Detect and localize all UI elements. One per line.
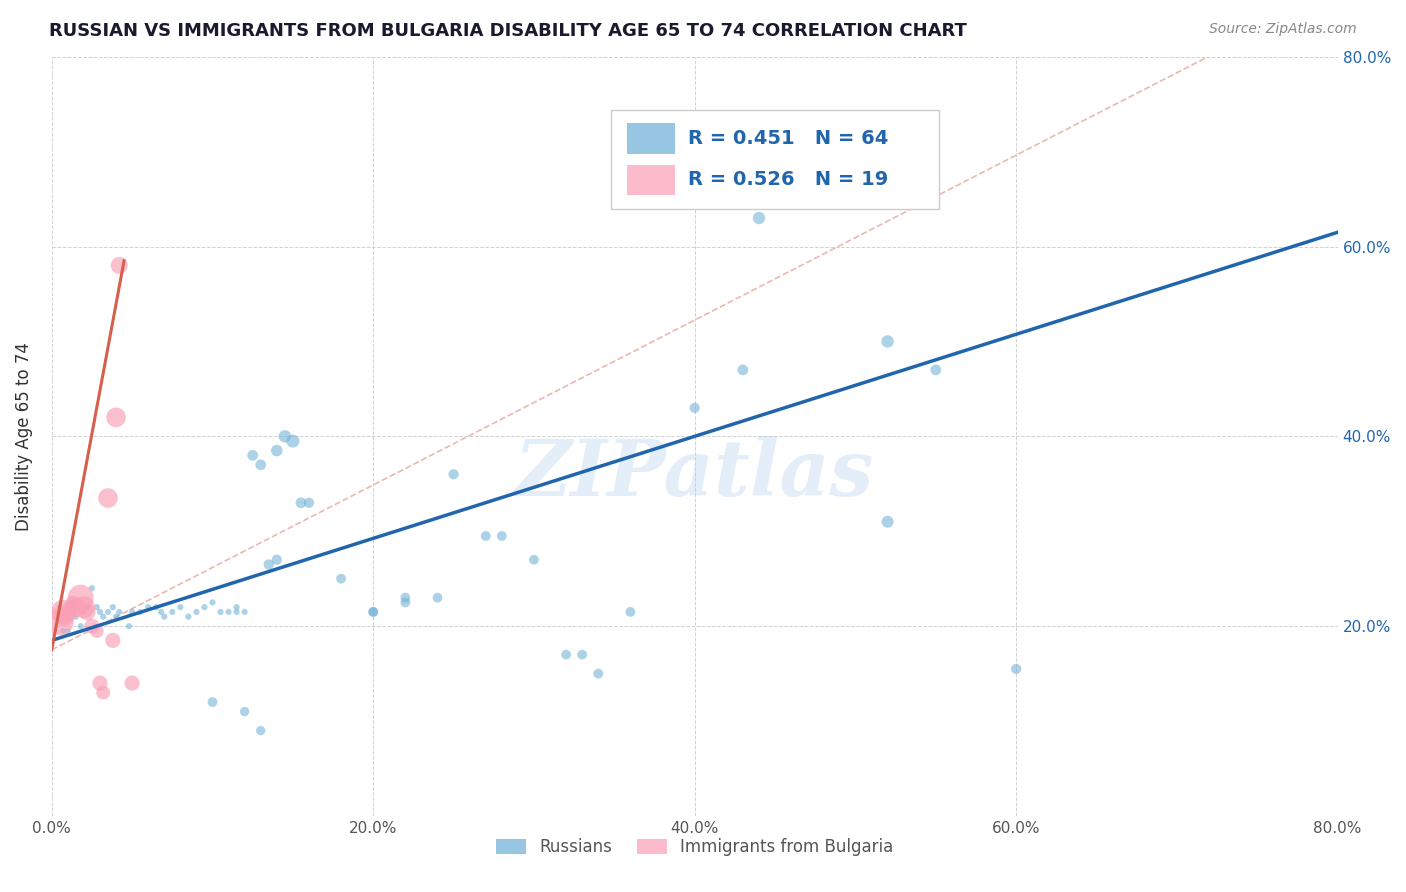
Point — [53, 609, 76, 624]
Point — [748, 211, 770, 225]
Point — [249, 723, 271, 738]
Point — [394, 595, 416, 609]
Point — [121, 605, 143, 619]
Point — [49, 615, 72, 629]
Point — [101, 633, 124, 648]
Point — [193, 600, 215, 615]
Point — [298, 496, 321, 510]
FancyBboxPatch shape — [627, 123, 675, 154]
Point — [97, 605, 120, 619]
Point — [105, 609, 128, 624]
Point — [56, 624, 79, 638]
Point — [153, 609, 176, 624]
Point — [76, 600, 98, 615]
Point — [619, 605, 641, 619]
Point — [731, 363, 754, 377]
Point — [91, 685, 114, 699]
Point — [474, 529, 496, 543]
Point — [266, 443, 288, 458]
Point — [443, 467, 465, 482]
Point — [233, 605, 256, 619]
Point — [330, 572, 353, 586]
Point — [105, 410, 128, 425]
Point — [274, 429, 297, 443]
Point — [97, 491, 120, 505]
Point — [69, 591, 91, 605]
Text: R = 0.451   N = 64: R = 0.451 N = 64 — [689, 129, 889, 148]
Point — [129, 605, 152, 619]
Point — [65, 609, 87, 624]
Legend: Russians, Immigrants from Bulgaria: Russians, Immigrants from Bulgaria — [488, 830, 901, 864]
Point — [257, 558, 280, 572]
Point — [266, 552, 288, 566]
Point — [60, 600, 83, 615]
Point — [233, 705, 256, 719]
Point — [186, 605, 208, 619]
Point — [80, 619, 103, 633]
Point — [426, 591, 449, 605]
Point — [89, 605, 111, 619]
Point — [361, 605, 384, 619]
Point — [145, 600, 167, 615]
Point — [201, 695, 224, 709]
Text: Source: ZipAtlas.com: Source: ZipAtlas.com — [1209, 22, 1357, 37]
Point — [242, 448, 264, 462]
Point — [69, 619, 91, 633]
Point — [201, 595, 224, 609]
Point — [225, 605, 247, 619]
Y-axis label: Disability Age 65 to 74: Disability Age 65 to 74 — [15, 342, 32, 531]
Point — [361, 605, 384, 619]
Point — [62, 595, 84, 609]
Point — [52, 605, 75, 619]
Point — [523, 552, 546, 566]
Point — [53, 609, 76, 624]
Point — [62, 595, 84, 609]
Point — [683, 401, 706, 415]
Text: RUSSIAN VS IMMIGRANTS FROM BULGARIA DISABILITY AGE 65 TO 74 CORRELATION CHART: RUSSIAN VS IMMIGRANTS FROM BULGARIA DISA… — [49, 22, 967, 40]
Point — [52, 624, 75, 638]
Point — [209, 605, 232, 619]
Point — [65, 600, 87, 615]
Point — [225, 600, 247, 615]
Point — [89, 676, 111, 690]
Point — [91, 609, 114, 624]
Point — [177, 609, 200, 624]
Point — [136, 600, 159, 615]
Text: ZIPatlas: ZIPatlas — [515, 436, 875, 513]
Point — [249, 458, 271, 472]
Point — [571, 648, 593, 662]
Point — [86, 600, 108, 615]
Point — [394, 591, 416, 605]
Point — [162, 605, 184, 619]
Point — [86, 624, 108, 638]
FancyBboxPatch shape — [627, 164, 675, 194]
Point — [73, 600, 96, 615]
Point — [290, 496, 312, 510]
Point — [150, 605, 173, 619]
Point — [281, 434, 304, 448]
Point — [101, 600, 124, 615]
Point — [121, 676, 143, 690]
Point — [218, 605, 240, 619]
Point — [56, 605, 79, 619]
Point — [876, 515, 898, 529]
Point — [876, 334, 898, 349]
Text: R = 0.526   N = 19: R = 0.526 N = 19 — [689, 170, 889, 189]
Point — [491, 529, 513, 543]
Point — [108, 605, 131, 619]
Point — [1005, 662, 1028, 676]
Point — [555, 648, 578, 662]
Point — [49, 600, 72, 615]
Point — [80, 581, 103, 595]
FancyBboxPatch shape — [612, 110, 939, 209]
Point — [60, 600, 83, 615]
Point — [586, 666, 609, 681]
Point — [925, 363, 948, 377]
Point — [108, 259, 131, 273]
Point — [76, 605, 98, 619]
Point — [118, 619, 141, 633]
Point — [169, 600, 191, 615]
Point — [73, 605, 96, 619]
